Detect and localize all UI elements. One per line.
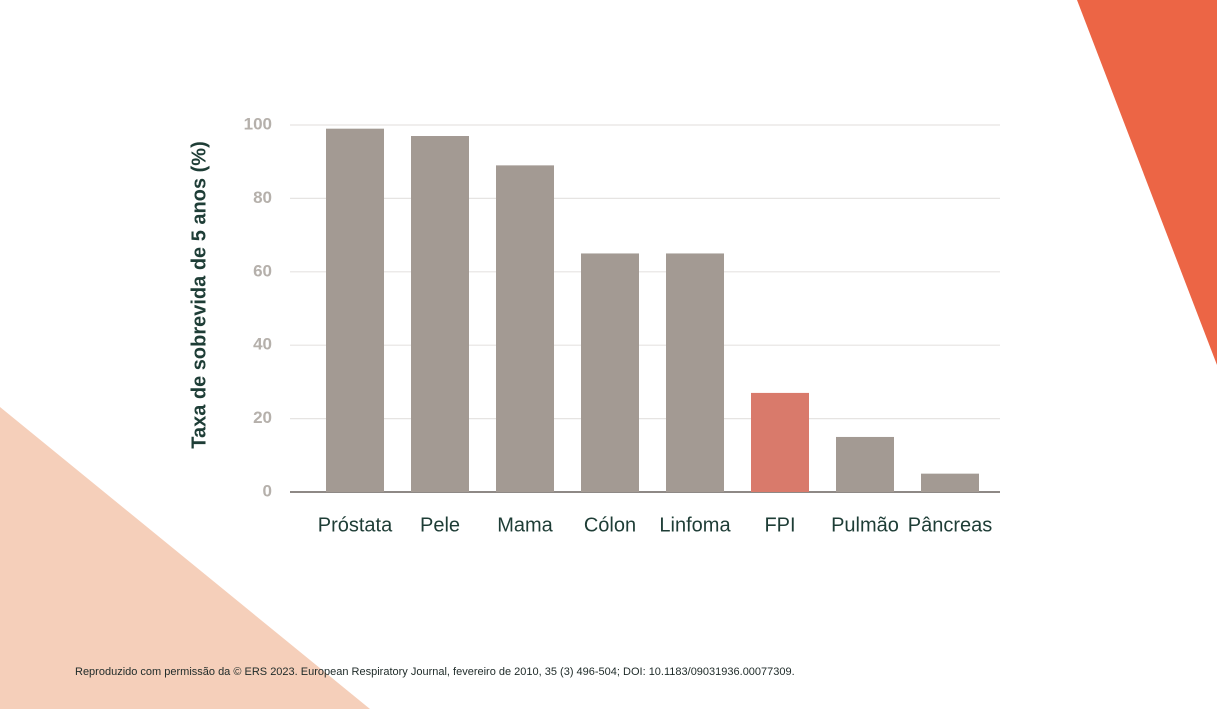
decoration bbox=[0, 407, 370, 709]
bar bbox=[411, 136, 469, 492]
x-tick-label: Pele bbox=[420, 514, 460, 536]
x-tick-label: FPI bbox=[764, 514, 795, 536]
y-tick-label: 40 bbox=[253, 335, 272, 354]
x-tick-label: Mama bbox=[497, 514, 553, 536]
bar bbox=[581, 253, 639, 492]
bar bbox=[751, 392, 809, 492]
x-tick-label: Cólon bbox=[584, 514, 636, 536]
source-note: Reproduzido com permissão da © ERS 2023.… bbox=[75, 666, 795, 678]
bar bbox=[326, 128, 384, 493]
y-axis-label: Taxa de sobrevida de 5 anos (%) bbox=[188, 141, 210, 449]
x-tick-label: Pâncreas bbox=[908, 514, 993, 536]
y-tick-label: 20 bbox=[253, 408, 272, 427]
x-tick-label: Próstata bbox=[318, 514, 393, 536]
bar bbox=[496, 165, 554, 492]
x-tick-label: Pulmão bbox=[831, 514, 899, 536]
bar bbox=[666, 253, 724, 492]
x-tick-label: Linfoma bbox=[659, 514, 731, 536]
y-tick-label: 100 bbox=[244, 114, 272, 133]
decoration bbox=[1077, 0, 1217, 365]
bar bbox=[921, 473, 979, 492]
bar bbox=[836, 436, 894, 492]
y-tick-label: 0 bbox=[263, 481, 272, 500]
y-tick-label: 60 bbox=[253, 261, 272, 280]
y-tick-label: 80 bbox=[253, 188, 272, 207]
